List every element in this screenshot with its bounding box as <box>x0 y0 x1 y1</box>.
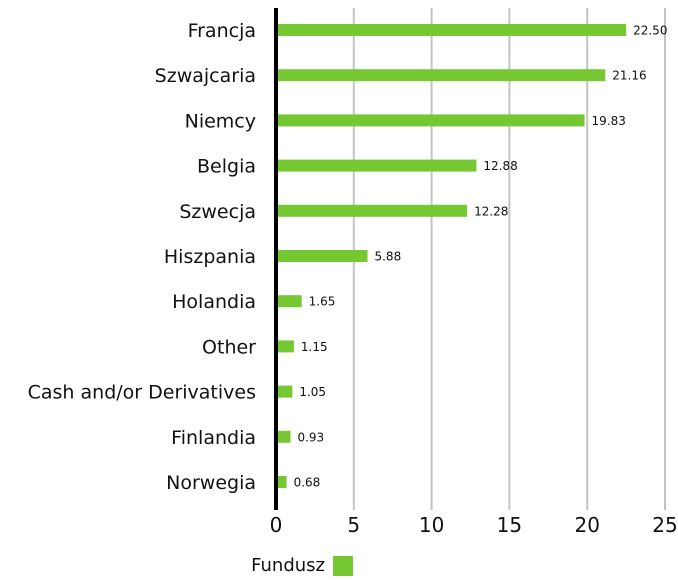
bar-other <box>276 340 294 353</box>
value-label: 21.16 <box>612 69 646 83</box>
category-label: Hiszpania <box>164 246 256 268</box>
value-label: 12.28 <box>474 204 508 218</box>
bar-francja <box>276 24 627 36</box>
x-tick-label: 10 <box>419 513 444 537</box>
category-label: Finlandia <box>171 427 256 449</box>
value-label: 0.68 <box>294 476 321 490</box>
x-tick-label: 5 <box>347 513 360 537</box>
bar-finlandia <box>276 430 291 443</box>
value-label: 1.05 <box>299 385 326 399</box>
value-label: 12.88 <box>483 159 517 173</box>
category-label: Szwajcaria <box>155 65 256 87</box>
category-label: Cash and/or Derivatives <box>28 382 256 404</box>
x-tick-label: 20 <box>574 513 599 537</box>
bar-hiszpania <box>276 250 368 262</box>
category-label: Niemcy <box>185 110 256 132</box>
category-label: Holandia <box>172 291 256 313</box>
bar-norwegia <box>276 476 287 488</box>
bar-holandia <box>276 295 302 308</box>
legend: Fundusz <box>251 555 353 576</box>
category-label: Francja <box>188 20 256 42</box>
value-label: 1.65 <box>309 295 336 309</box>
value-label: 0.93 <box>297 430 324 444</box>
category-label: Szwecja <box>179 201 256 223</box>
value-label: 22.50 <box>633 24 667 38</box>
x-tick-label: 25 <box>652 513 677 537</box>
x-tick-label: 15 <box>497 513 522 537</box>
legend-label: Fundusz <box>251 555 325 576</box>
bar-szwecja <box>276 204 468 217</box>
x-tick-label: 0 <box>270 513 283 537</box>
bar-niemcy <box>276 114 585 127</box>
labels: 0 5 10 15 20 25 22.50 Francja 21.16 Szwajcaria 19.… <box>28 20 678 537</box>
bar-belgia <box>276 159 477 172</box>
category-label: Norwegia <box>166 472 256 494</box>
gridlines <box>352 8 666 510</box>
value-label: 5.88 <box>374 250 401 264</box>
value-label: 19.83 <box>592 114 626 128</box>
bar-cash-and-or-derivatives <box>276 385 293 398</box>
bar-szwajcaria <box>276 69 606 82</box>
category-label: Other <box>202 336 256 358</box>
value-label: 1.15 <box>301 340 328 354</box>
category-label: Belgia <box>197 156 256 178</box>
legend-swatch <box>333 556 353 576</box>
bars <box>276 24 627 488</box>
